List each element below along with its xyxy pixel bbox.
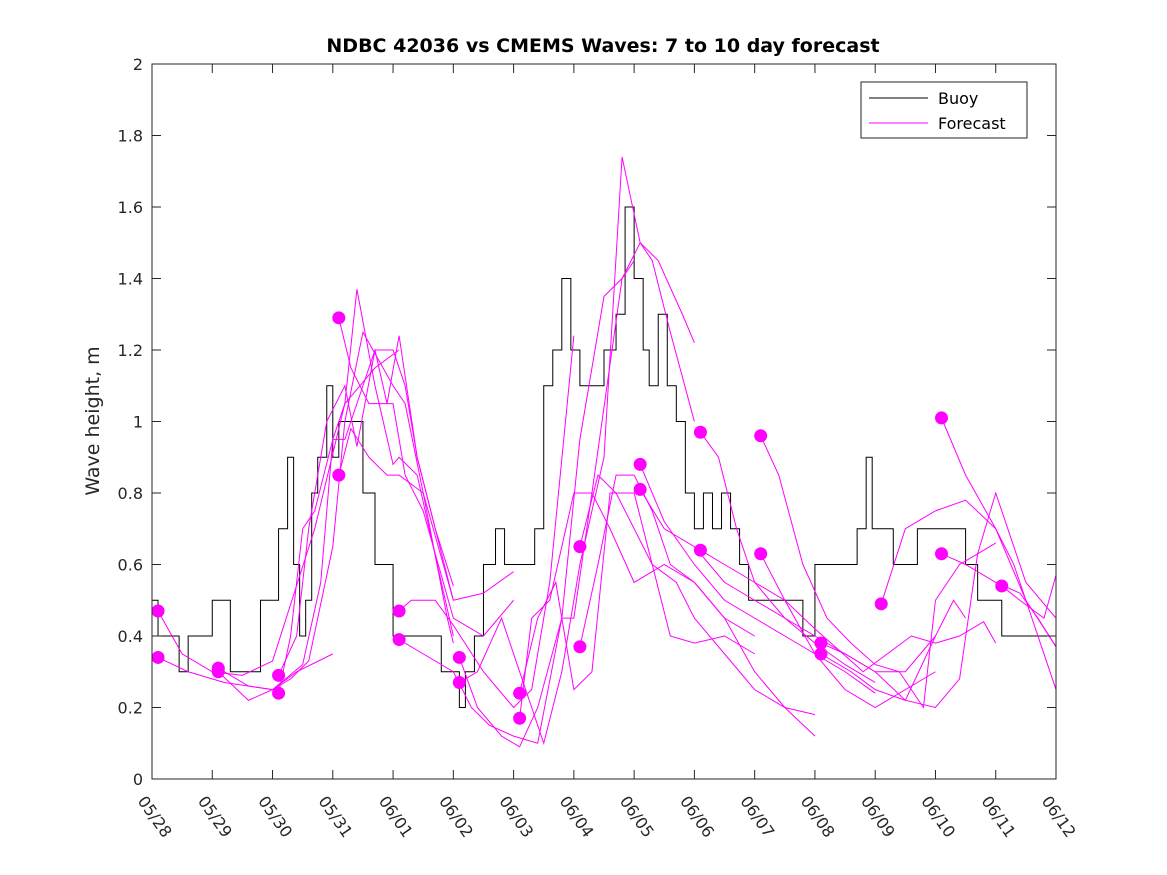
buoy-line (152, 206, 1056, 708)
forecast-start-marker-0 (152, 650, 165, 664)
forecast-start-marker-15 (573, 640, 587, 654)
y-tick-label: 0.2 (118, 699, 143, 718)
forecast-line-27 (1001, 575, 1056, 619)
forecast-start-marker-13 (513, 711, 527, 725)
forecast-start-marker-23 (814, 647, 828, 661)
forecast-line-3 (217, 289, 454, 701)
forecast-start-marker-16 (633, 457, 647, 471)
forecast-start-marker-4 (272, 668, 286, 682)
y-tick-label: 0.8 (118, 484, 143, 503)
forecast-line-23 (820, 599, 967, 701)
forecast-start-marker-8 (392, 604, 406, 618)
forecast-start-marker-9 (392, 633, 406, 647)
legend-buoy-label: Buoy (938, 89, 978, 108)
y-tick-label: 0.4 (118, 627, 143, 646)
y-tick-label: 0.6 (118, 556, 143, 575)
legend-forecast-label: Forecast (938, 114, 1006, 133)
forecast-start-marker-25 (934, 411, 948, 425)
forecast-line-17 (639, 489, 876, 683)
forecast-start-marker-12 (513, 686, 527, 700)
forecast-start-marker-10 (452, 675, 466, 689)
forecast-start-marker-5 (272, 686, 286, 700)
forecast-start-marker-1 (152, 604, 165, 618)
forecast-line-7 (338, 427, 514, 601)
forecast-start-marker-27 (995, 579, 1009, 593)
forecast-line-5 (278, 335, 454, 694)
forecast-start-marker-14 (573, 540, 587, 554)
y-tick-label: 1 (133, 413, 143, 432)
forecast-line-14 (579, 474, 816, 716)
y-tick-label: 1.4 (118, 270, 143, 289)
forecast-line-6 (338, 317, 514, 637)
forecast-line-8 (398, 335, 575, 709)
legend: Buoy Forecast (860, 81, 1028, 139)
forecast-line-21 (760, 553, 997, 673)
forecast-start-marker-17 (633, 482, 647, 496)
y-tick-label: 1.8 (118, 127, 143, 146)
y-tick-label: 0 (133, 770, 143, 789)
legend-box (860, 81, 1028, 139)
forecast-line-25 (941, 417, 1056, 690)
forecast-line-10 (459, 156, 695, 746)
forecast-start-marker-26 (934, 547, 948, 561)
forecast-line-15 (579, 474, 816, 737)
forecast-start-marker-21 (754, 547, 768, 561)
y-axis-label: Wave height, m (82, 346, 104, 495)
forecast-line-9 (398, 260, 635, 744)
forecast-start-marker-6 (332, 311, 346, 325)
forecast-line-16 (639, 464, 876, 694)
forecast-start-marker-7 (332, 468, 346, 482)
y-tick-label: 1.6 (118, 198, 143, 217)
forecast-start-marker-22 (814, 636, 828, 650)
forecast-start-marker-24 (874, 597, 888, 611)
forecast-start-marker-20 (754, 429, 768, 443)
forecast-line-11 (458, 241, 695, 748)
forecast-start-marker-18 (693, 425, 707, 439)
forecast-start-marker-11 (452, 650, 466, 664)
forecast-start-marker-3 (211, 665, 225, 679)
chart-title: NDBC 42036 vs CMEMS Waves: 7 to 10 day f… (326, 35, 879, 57)
y-tick-label: 2 (133, 55, 143, 74)
forecast-start-marker-19 (693, 543, 707, 557)
forecast-line-22 (820, 491, 1056, 709)
y-tick-label: 1.2 (118, 341, 143, 360)
